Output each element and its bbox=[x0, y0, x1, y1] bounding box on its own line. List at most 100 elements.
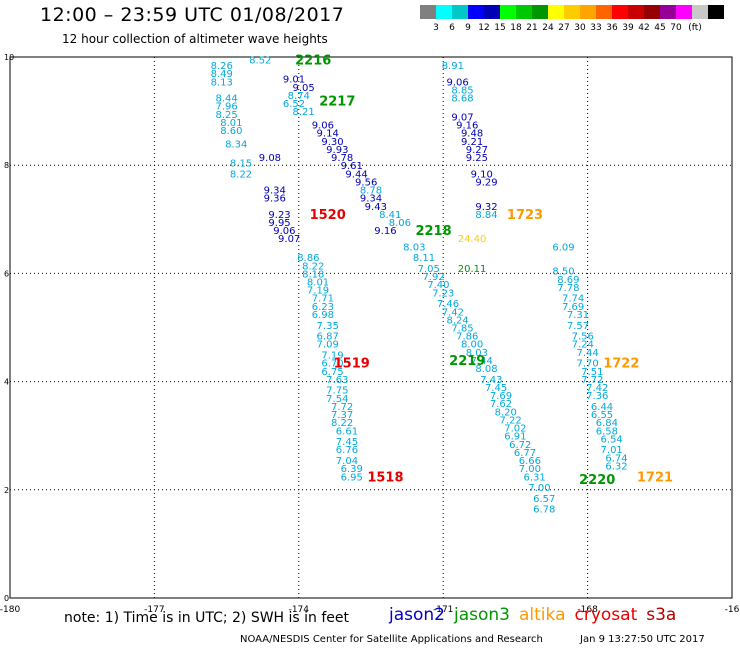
wave-height-point: 7.37 bbox=[331, 410, 353, 421]
wave-height-point: 9.36 bbox=[264, 194, 286, 205]
time-annotation: 1723 bbox=[507, 208, 543, 223]
wave-height-point: 9.27 bbox=[466, 145, 488, 156]
scale-swatch bbox=[612, 5, 628, 19]
wave-height-point: 7.09 bbox=[317, 340, 339, 351]
scale-label: 6 bbox=[449, 23, 455, 33]
scale-label: 3 bbox=[433, 23, 439, 33]
chart-title: 12:00 – 23:59 UTC 01/08/2017 bbox=[40, 4, 345, 26]
wave-height-point: 7.40 bbox=[427, 280, 449, 291]
satellite-legend: jason2 jason3 altika cryosat s3a bbox=[389, 605, 685, 625]
wave-height-point: 9.44 bbox=[345, 169, 367, 180]
wave-height-point: 8.50 bbox=[552, 267, 574, 278]
wave-height-point: 9.25 bbox=[466, 153, 488, 164]
wave-height-point: 8.69 bbox=[557, 275, 579, 286]
wave-height-point: 7.72 bbox=[581, 375, 603, 386]
wave-height-point: 9.05 bbox=[292, 83, 314, 94]
scale-label: 21 bbox=[526, 23, 538, 33]
wave-height-point: 7.86 bbox=[456, 332, 478, 343]
wave-height-point: 8.15 bbox=[230, 158, 252, 169]
wave-height-point: 6.87 bbox=[317, 332, 339, 343]
wave-height-point: 8.24 bbox=[447, 315, 469, 326]
wave-height-point: 9.78 bbox=[331, 153, 353, 164]
x-tick-label: -171 bbox=[433, 605, 453, 615]
scale-label: 9 bbox=[465, 23, 471, 33]
wave-height-point: 7.22 bbox=[499, 415, 521, 426]
x-tick-label: -177 bbox=[144, 605, 164, 615]
wave-height-point: 8.03 bbox=[466, 348, 488, 359]
wave-height-point: 6.57 bbox=[533, 494, 555, 505]
wave-height-point: 6.55 bbox=[591, 410, 613, 421]
scale-swatch bbox=[596, 5, 612, 19]
wave-height-point: 20.11 bbox=[458, 264, 487, 275]
wave-height-point: 7.19 bbox=[307, 286, 329, 297]
wave-height-point: 6.31 bbox=[524, 472, 546, 483]
wave-height-point: 8.41 bbox=[379, 210, 401, 221]
wave-height-point: 7.69 bbox=[490, 391, 512, 402]
wave-height-point: 7.57 bbox=[567, 321, 589, 332]
wave-height-point: 8.22 bbox=[302, 261, 324, 272]
wave-height-point: 8.11 bbox=[413, 253, 435, 264]
wave-height-point: 9.30 bbox=[321, 137, 343, 148]
scale-swatch bbox=[692, 5, 708, 19]
wave-height-point: 6.32 bbox=[605, 461, 627, 472]
wave-height-point: 8.26 bbox=[211, 61, 233, 72]
wave-height-point: 8.34 bbox=[225, 140, 247, 151]
wave-height-point: 6.74 bbox=[605, 453, 627, 464]
scale-label: 15 bbox=[494, 23, 506, 33]
wave-height-point: 8.06 bbox=[389, 218, 411, 229]
x-tick-label: -180 bbox=[0, 605, 20, 615]
scale-swatch bbox=[644, 5, 660, 19]
time-annotation: 2220 bbox=[579, 473, 615, 488]
time-annotation: 1519 bbox=[334, 357, 370, 372]
scale-label: 36 bbox=[606, 23, 618, 33]
wave-height-point: 6.44 bbox=[591, 402, 613, 413]
scale-swatch bbox=[564, 5, 580, 19]
wave-height-point: 7.71 bbox=[312, 294, 334, 305]
wave-height-point: 9.43 bbox=[365, 202, 387, 213]
wave-height-point: 8.22 bbox=[331, 418, 353, 429]
wave-height-point: 7.44 bbox=[471, 356, 493, 367]
wave-height-point: 9.07 bbox=[278, 234, 300, 245]
wave-height-point: 6.84 bbox=[596, 418, 618, 429]
wave-height-point: 9.29 bbox=[475, 177, 497, 188]
wave-height-point: 7.51 bbox=[581, 367, 603, 378]
wave-height-point: 9.06 bbox=[273, 226, 295, 237]
wave-height-point: 6.54 bbox=[601, 434, 623, 445]
wave-height-point: 7.63 bbox=[326, 375, 348, 386]
scale-label: 39 bbox=[622, 23, 634, 33]
wave-height-point: 9.06 bbox=[312, 121, 334, 132]
wave-height-point: 8.20 bbox=[495, 407, 517, 418]
wave-height-point: 9.32 bbox=[475, 202, 497, 213]
wave-height-point: 6.76 bbox=[336, 445, 358, 456]
scale-label: 70 bbox=[670, 23, 682, 33]
scale-swatch bbox=[580, 5, 596, 19]
scale-label: 42 bbox=[638, 23, 650, 33]
y-tick-label: 2 bbox=[4, 486, 9, 495]
wave-height-point: 7.35 bbox=[317, 321, 339, 332]
wave-height-point: 8.78 bbox=[360, 186, 382, 197]
y-tick-label: 0 bbox=[4, 594, 9, 603]
wave-height-point: 8.86 bbox=[297, 253, 319, 264]
scale-label: 18 bbox=[510, 23, 522, 33]
wave-height-point: 9.34 bbox=[360, 194, 382, 205]
wave-height-point: 7.70 bbox=[576, 359, 598, 370]
wave-height-point: 7.42 bbox=[442, 307, 464, 318]
wave-height-point: 7.00 bbox=[519, 464, 541, 475]
wave-height-point: 7.72 bbox=[331, 402, 353, 413]
time-annotation: 1721 bbox=[637, 470, 673, 485]
wave-height-point: 9.08 bbox=[259, 153, 281, 164]
scale-label: 30 bbox=[574, 23, 586, 33]
wave-height-point: 7.85 bbox=[451, 324, 473, 335]
wave-height-point: 7.74 bbox=[562, 294, 584, 305]
wave-height-point: 8.21 bbox=[292, 107, 314, 118]
y-tick-label: 8 bbox=[4, 161, 9, 170]
wave-height-point: 9.34 bbox=[264, 186, 286, 197]
wave-height-point: 6.98 bbox=[312, 310, 334, 321]
time-annotation: 1520 bbox=[310, 208, 346, 223]
wave-height-point: 7.00 bbox=[528, 483, 550, 494]
wave-height-point: 7.44 bbox=[576, 348, 598, 359]
wave-height-point: 9.93 bbox=[326, 145, 348, 156]
wave-height-point: 8.13 bbox=[211, 77, 233, 88]
scale-swatch bbox=[708, 5, 724, 19]
